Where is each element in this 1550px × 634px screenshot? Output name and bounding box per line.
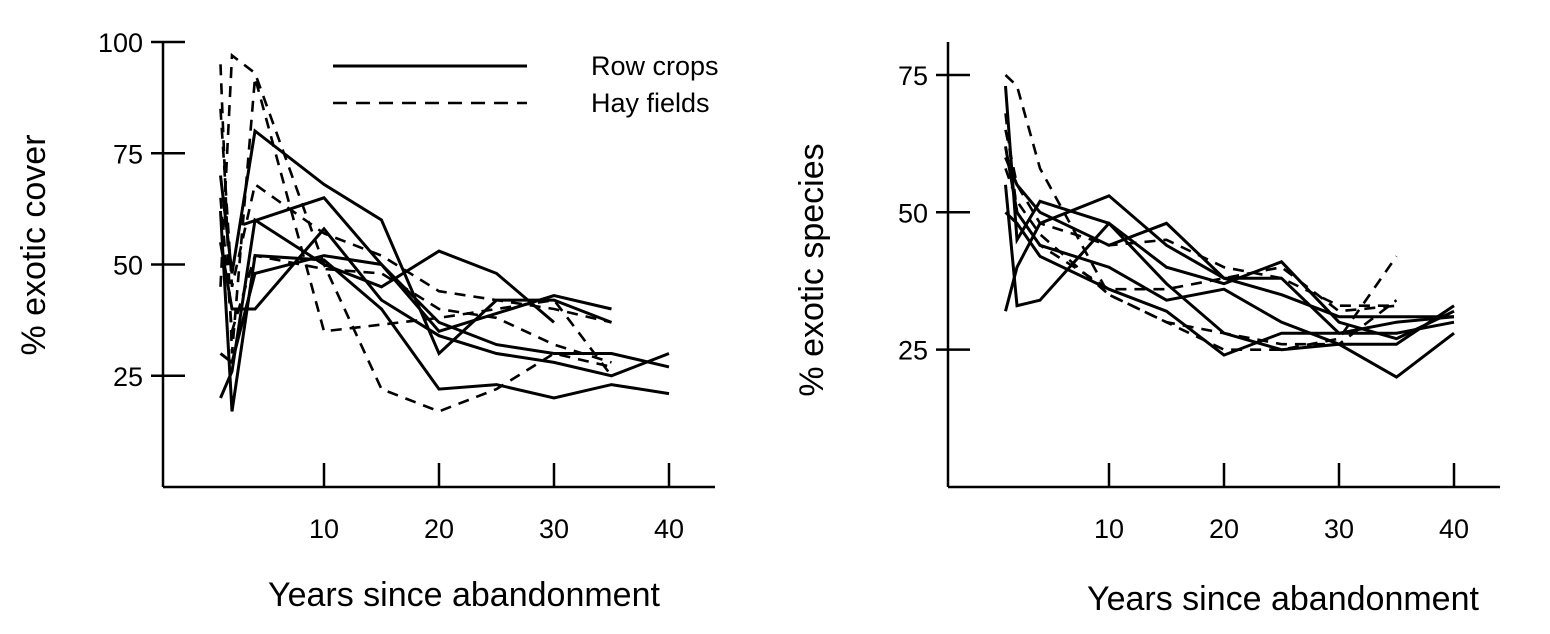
row-crops-series-line-3 xyxy=(1004,184,1455,341)
row-crops-series-line-1 xyxy=(1004,85,1455,379)
y-tick-label: 100 xyxy=(98,28,143,58)
y-axis-title: % exotic species xyxy=(793,143,831,396)
axis-ticks: 10 20 30 40 25 50 75 100 xyxy=(98,28,684,544)
y-tick-label: 25 xyxy=(898,336,928,366)
hay-fields-series-line-7 xyxy=(219,52,612,413)
hay-fields-series-line-8 xyxy=(219,64,613,377)
row-crops-series-line-5 xyxy=(1004,211,1455,357)
row-crops-series-line-4 xyxy=(1004,146,1455,346)
x-tick-label: 10 xyxy=(1094,514,1124,544)
x-tick-label: 40 xyxy=(1439,514,1469,544)
x-tick-label: 40 xyxy=(654,514,684,544)
series-group xyxy=(1004,74,1455,379)
row-crops-series-line-2 xyxy=(1004,194,1454,319)
legend: Row crops Hay fields xyxy=(333,51,719,118)
row-crops-series-line-6 xyxy=(1004,156,1455,335)
y-tick-label: 75 xyxy=(898,61,928,91)
y-tick-label: 25 xyxy=(113,362,143,392)
y-tick-label: 50 xyxy=(113,251,143,281)
x-tick-label: 10 xyxy=(309,514,339,544)
series-group xyxy=(219,52,670,413)
x-axis-title: Years since abandonment xyxy=(268,576,660,614)
axis-ticks: 10 20 30 40 25 50 75 xyxy=(898,61,1469,544)
hay-fields-series-line-10 xyxy=(1004,167,1398,346)
row-crops-series-line-3 xyxy=(219,211,670,412)
hay-fields-series-line-10 xyxy=(219,197,612,364)
legend-label-hay-fields: Hay fields xyxy=(591,88,710,118)
hay-fields-series-line-9 xyxy=(1004,129,1397,308)
x-tick-label: 20 xyxy=(1209,514,1239,544)
y-tick-label: 75 xyxy=(113,139,143,169)
chart-exotic-cover: 10 20 30 40 25 50 75 100 Years since abandonmen… xyxy=(15,28,719,614)
row-crops-series-line-5 xyxy=(219,226,670,378)
y-axis-title: % exotic cover xyxy=(15,134,53,355)
x-tick-label: 30 xyxy=(539,514,569,544)
x-axis-title: Years since abandonment xyxy=(1087,580,1479,618)
hay-fields-series-line-8 xyxy=(1004,113,1397,313)
hay-fields-series-line-9 xyxy=(219,108,612,324)
row-crops-series-line-6 xyxy=(243,196,612,334)
x-tick-label: 20 xyxy=(424,514,454,544)
y-tick-label: 50 xyxy=(898,198,928,228)
chart-exotic-species: 10 20 30 40 25 50 75 Years since abandonment %… xyxy=(793,42,1500,618)
x-tick-label: 30 xyxy=(1324,514,1354,544)
legend-label-row-crops: Row crops xyxy=(591,51,719,81)
